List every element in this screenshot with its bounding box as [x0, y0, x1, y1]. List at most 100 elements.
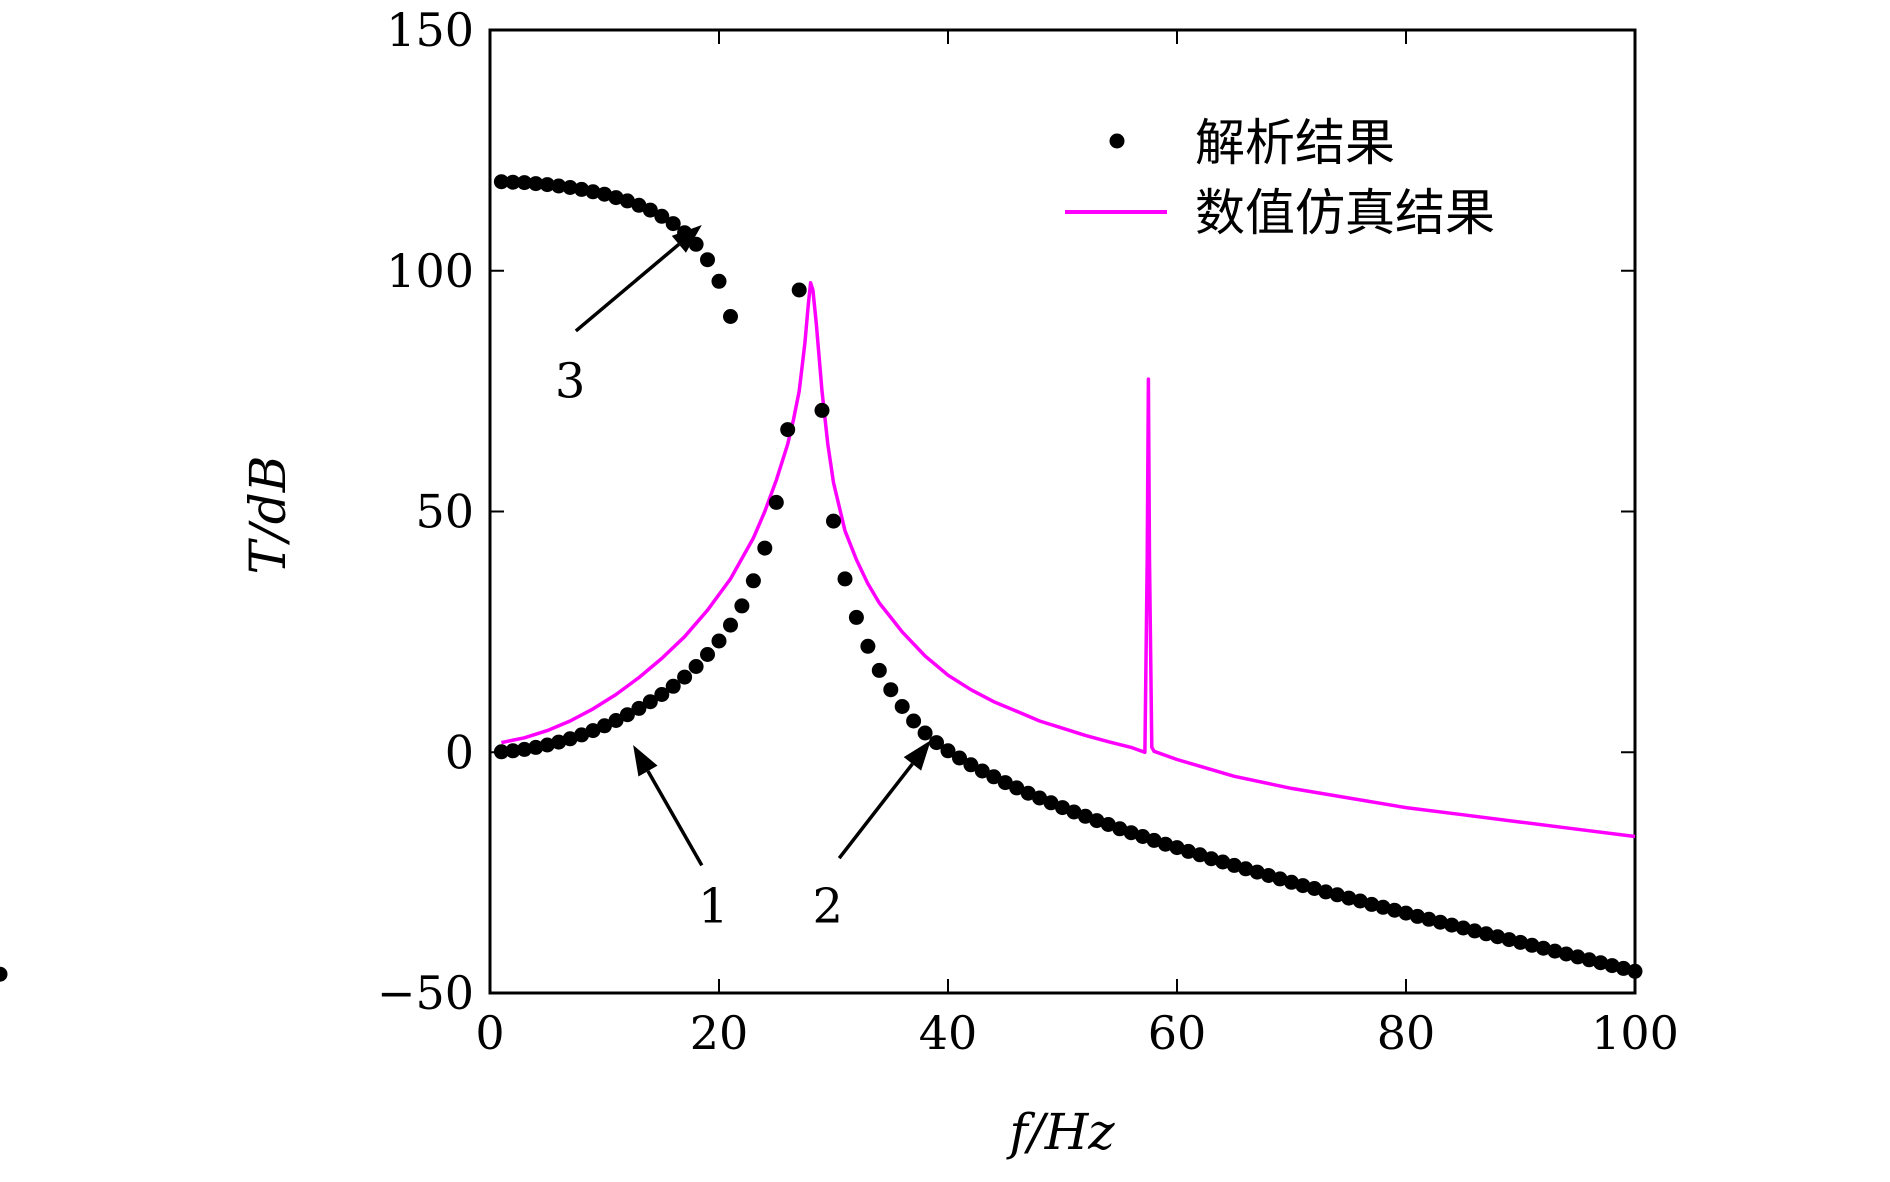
- x-tick-label: 0: [475, 1006, 504, 1060]
- legend-marker-analytic: [1109, 133, 1125, 149]
- analytic-point: [700, 252, 715, 268]
- analytic-point: [848, 609, 864, 625]
- analytic-point: [1524, 937, 1540, 953]
- analytic-point: [688, 659, 704, 674]
- analytic-point: [1478, 926, 1494, 942]
- analytic-point: [1146, 832, 1162, 848]
- plot-area: [0, 28, 1643, 995]
- analytic-point: [505, 174, 521, 190]
- analytic-point: [585, 723, 601, 739]
- analytic-point: [1444, 917, 1460, 933]
- analytic-point: [986, 769, 1002, 785]
- analytic-point: [757, 540, 773, 556]
- analytic-point: [906, 713, 922, 729]
- analytic-point: [1570, 949, 1586, 965]
- analytic-point: [1306, 881, 1322, 896]
- analytic-point: [665, 216, 681, 232]
- analytic-point: [1558, 946, 1574, 962]
- analytic-point: [929, 735, 944, 751]
- analytic-point: [860, 638, 876, 654]
- analytic-point: [1066, 804, 1082, 820]
- analytic-point: [1123, 825, 1139, 841]
- analytic-point: [1513, 934, 1528, 950]
- analytic-point: [528, 739, 544, 755]
- y-tick-label: −50: [377, 966, 474, 1020]
- analytic-point: [1055, 800, 1070, 816]
- analytic-point: [1627, 963, 1643, 979]
- analytic-point: [940, 743, 956, 759]
- analytic-point: [493, 174, 509, 190]
- analytic-point: [1535, 940, 1551, 956]
- analytic-point: [814, 402, 830, 418]
- x-tick-label: 100: [1591, 1006, 1679, 1060]
- analytic-point: [997, 775, 1013, 791]
- annotation-arrowhead-3: [671, 225, 702, 253]
- analytic-point: [1135, 829, 1151, 844]
- analytic-point: [723, 309, 738, 324]
- analytic-point: [826, 513, 841, 529]
- analytic-point: [574, 727, 590, 743]
- analytic-point: [516, 175, 532, 191]
- analytic-point: [1238, 861, 1254, 877]
- analytic-point: [1341, 890, 1357, 906]
- analytic-point: [1604, 958, 1620, 974]
- analytic-point: [1158, 836, 1173, 852]
- analytic-point: [1467, 923, 1483, 939]
- analytic-point: [871, 662, 887, 678]
- analytic-point: [665, 678, 681, 694]
- analytic-point: [1261, 868, 1277, 883]
- annotation-arrow-1: [646, 770, 704, 867]
- analytic-point: [619, 193, 635, 209]
- y-tick-label: 100: [386, 244, 474, 298]
- analytic-point: [1284, 874, 1299, 890]
- annotations: 1 2 3: [555, 225, 931, 934]
- analytic-point: [1077, 808, 1093, 824]
- x-axis-label: f/Hz: [1005, 1103, 1115, 1161]
- analytic-point: [894, 699, 910, 714]
- analytic-point: [952, 750, 967, 766]
- analytic-point: [1593, 955, 1609, 971]
- analytic-point: [1112, 821, 1128, 837]
- analytic-point: [1318, 884, 1334, 900]
- analytic-point: [745, 573, 761, 589]
- x-tick-labels: 0 20 40 60 80 100: [475, 1006, 1679, 1060]
- analytic-point: [1180, 843, 1196, 859]
- y-tick-label: 0: [445, 725, 474, 779]
- analytic-point: [1169, 840, 1185, 856]
- x-tick-label: 60: [1148, 1006, 1207, 1060]
- analytic-point: [1020, 785, 1036, 801]
- analytic-point: [0, 966, 8, 982]
- annotation-label-2: 2: [813, 878, 844, 934]
- annotation-label-3: 3: [555, 353, 586, 409]
- analytic-point: [1398, 905, 1414, 921]
- analytic-point: [654, 208, 670, 224]
- legend: 解析结果 数值仿真结果: [1065, 114, 1495, 242]
- analytic-point: [597, 186, 612, 202]
- annotation-label-1: 1: [698, 878, 729, 934]
- analytic-point: [1581, 952, 1597, 968]
- analytic-point: [619, 707, 635, 723]
- analytic-point: [608, 713, 624, 728]
- analytic-point: [917, 725, 933, 741]
- y-tick-label: 150: [386, 3, 474, 57]
- analytic-point: [1375, 899, 1391, 915]
- analytic-point: [1387, 902, 1403, 918]
- analytic-point: [1226, 857, 1242, 873]
- analytic-point: [677, 669, 693, 685]
- annotation-arrow-2: [837, 762, 914, 860]
- analytic-point: [574, 181, 590, 197]
- analytic-point: [723, 617, 738, 633]
- analytic-point: [711, 633, 727, 649]
- analytic-point: [597, 718, 612, 734]
- analytic-point: [539, 177, 555, 193]
- analytic-point: [1295, 878, 1311, 894]
- analytic-point: [711, 273, 727, 289]
- legend-label-numerical: 数值仿真结果: [1195, 184, 1495, 242]
- analytic-point: [1364, 896, 1380, 912]
- analytic-point: [837, 571, 853, 587]
- analytic-point: [505, 743, 521, 759]
- analytic-point: [780, 422, 796, 438]
- annotation-arrowhead-1: [633, 745, 658, 777]
- analytic-point: [551, 178, 567, 194]
